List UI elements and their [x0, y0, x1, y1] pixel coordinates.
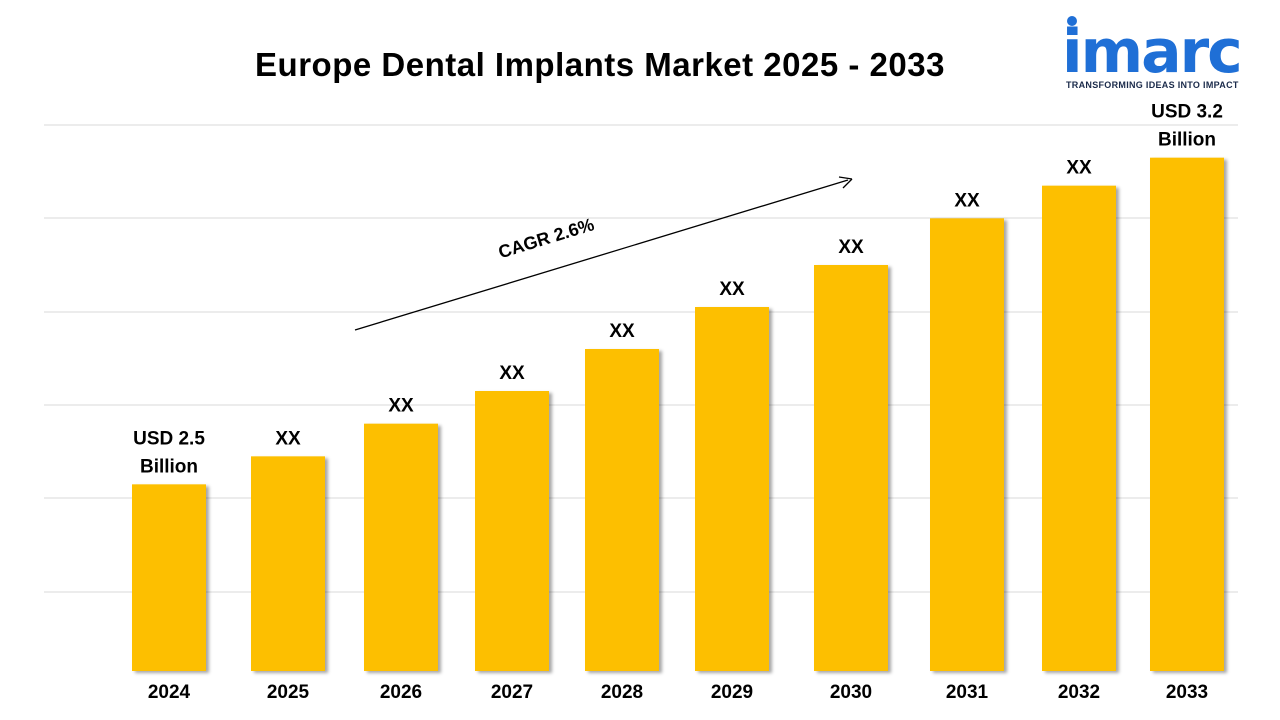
bar-2030	[814, 265, 888, 671]
imarc-logo: imarc TRANSFORMING IDEAS INTO IMPACT	[1062, 16, 1252, 96]
logo-tagline: TRANSFORMING IDEAS INTO IMPACT	[1066, 80, 1239, 90]
cagr-arrow-line	[354, 179, 849, 331]
bar-2029	[695, 307, 769, 671]
logo-wordmark: imarc	[1062, 17, 1243, 87]
cagr-label: CAGR 2.6%	[496, 214, 597, 262]
bar-2032	[1042, 185, 1116, 671]
x-tick-label: 2032	[1058, 682, 1100, 703]
data-label: XX	[954, 190, 980, 211]
x-tick-label: 2025	[267, 682, 310, 703]
data-label: XX	[838, 237, 864, 258]
x-tick-label: 2030	[830, 682, 872, 703]
logo-dot-icon	[1067, 16, 1077, 26]
x-tick-label: 2031	[946, 682, 989, 703]
bars	[132, 157, 1224, 672]
data-label: XX	[499, 363, 525, 384]
x-tick-label: 2027	[491, 682, 533, 703]
data-label: XX	[388, 396, 414, 417]
x-tick-label: 2024	[148, 682, 191, 703]
chart-title: Europe Dental Implants Market 2025 - 203…	[255, 46, 945, 83]
arrowhead-icon	[838, 176, 853, 189]
bar-2025	[251, 456, 325, 671]
data-label: USD 3.2	[1151, 102, 1223, 123]
x-tick-label: 2033	[1166, 682, 1208, 703]
bar-2028	[585, 349, 659, 671]
data-label: Billion	[1158, 130, 1216, 151]
x-tick-label: 2028	[601, 682, 643, 703]
x-axis-ticks: 2024 2025 2026 2027 2028 2029 2030 2031 2032 2033	[148, 682, 1208, 703]
x-tick-label: 2029	[711, 682, 753, 703]
data-label: XX	[719, 279, 745, 300]
bar-2027	[475, 391, 549, 671]
data-label: XX	[1066, 158, 1092, 179]
data-label: USD 2.5	[133, 428, 205, 449]
data-labels: USD 2.5 Billion XX XX XX XX XX XX XX XX USD 3.2 Bil…	[133, 102, 1223, 478]
data-label: Billion	[140, 456, 198, 477]
bar-2031	[930, 218, 1004, 672]
data-label: XX	[275, 428, 301, 449]
bar-2024	[132, 484, 206, 671]
bar-2026	[364, 423, 438, 671]
bar-2033	[1150, 157, 1224, 671]
x-tick-label: 2026	[380, 682, 422, 703]
cagr-annotation: CAGR 2.6%	[354, 176, 853, 331]
data-label: XX	[609, 321, 635, 342]
